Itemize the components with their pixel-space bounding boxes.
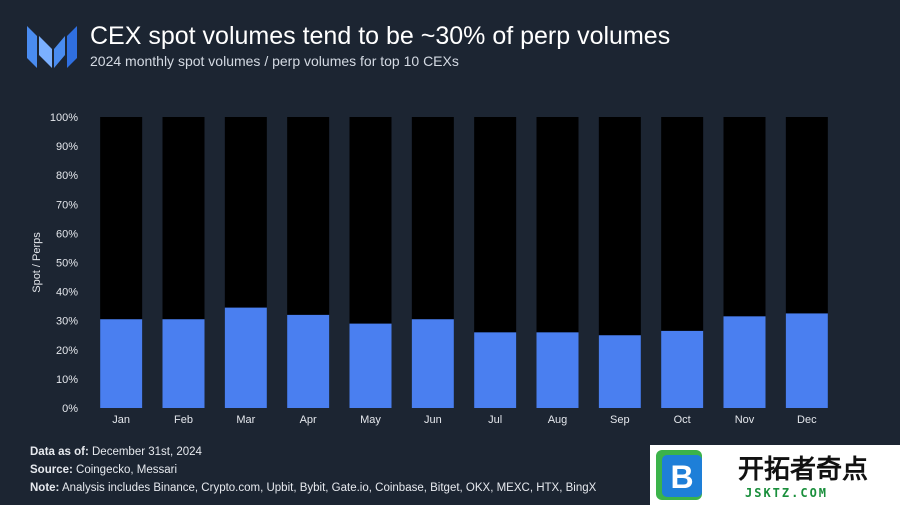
chart-footer: Data as of: December 31st, 2024 Source: …	[30, 443, 596, 497]
x-tick-label: Feb	[174, 414, 193, 426]
x-tick-label: Aug	[548, 414, 568, 426]
spot-bar	[411, 319, 454, 408]
messari-logo-icon	[27, 26, 77, 68]
y-tick-label: 100%	[50, 112, 78, 124]
watermark-letter: B	[670, 459, 693, 495]
spot-bar	[723, 316, 766, 408]
x-tick-label: May	[360, 414, 381, 426]
x-tick-label: Sep	[610, 414, 630, 426]
y-tick-label: 30%	[56, 316, 78, 328]
bar-chart: 0% 10% 20% 30% 40% 50% 60% 70% 80% 90% 100% Spot / …	[31, 112, 828, 426]
y-axis-label: Spot / Perps	[31, 232, 43, 293]
spot-bar	[100, 319, 143, 408]
chart-area: 0% 10% 20% 30% 40% 50% 60% 70% 80% 90% 100% Spot / …	[0, 90, 900, 435]
x-tick-label: Mar	[236, 414, 255, 426]
chart-subtitle: 2024 monthly spot volumes / perp volumes…	[90, 53, 459, 69]
spot-bar	[224, 307, 267, 408]
x-tick-label: Apr	[300, 414, 317, 426]
source-row: Source: Coingecko, Messari	[30, 461, 596, 479]
data-as-of-row: Data as of: December 31st, 2024	[30, 443, 596, 461]
data-as-of-label: Data as of:	[30, 446, 89, 458]
y-tick-label: 90%	[56, 141, 78, 153]
spot-bar	[536, 332, 579, 408]
y-tick-label: 0%	[62, 403, 78, 415]
y-tick-label: 50%	[56, 258, 78, 270]
spot-bar	[474, 332, 517, 408]
watermark-cn-text: 开拓者奇点	[738, 454, 868, 485]
note-label: Note:	[30, 482, 60, 494]
y-tick-label: 40%	[56, 287, 78, 299]
y-tick-label: 70%	[56, 199, 78, 211]
spot-bar	[785, 313, 828, 408]
chart-title: CEX spot volumes tend to be ~30% of perp…	[90, 22, 671, 50]
x-tick-label: Oct	[674, 414, 691, 426]
spot-bar	[661, 330, 704, 408]
spot-bar	[287, 314, 330, 408]
y-tick-label: 80%	[56, 170, 78, 182]
x-tick-label: Jul	[488, 414, 502, 426]
y-tick-label: 10%	[56, 374, 78, 386]
watermark-en-text: JSKTZ.COM	[745, 486, 828, 500]
spot-bar	[349, 323, 392, 408]
spot-bar	[598, 335, 641, 408]
x-tick-label: Jun	[424, 414, 442, 426]
y-tick-label: 20%	[56, 345, 78, 357]
data-as-of-value: December 31st, 2024	[88, 446, 202, 458]
x-tick-label: Nov	[735, 414, 755, 426]
note-value: Analysis includes Binance, Crypto.com, U…	[59, 482, 597, 494]
source-label: Source:	[30, 464, 73, 476]
x-tick-label: Dec	[797, 414, 817, 426]
watermark-logo: B 开拓者奇点 JSKTZ.COM	[650, 445, 900, 505]
spot-bar	[162, 319, 205, 408]
source-value: Coingecko, Messari	[72, 464, 178, 476]
note-row: Note: Analysis includes Binance, Crypto.…	[30, 479, 596, 497]
y-tick-label: 60%	[56, 228, 78, 240]
chart-header: CEX spot volumes tend to be ~30% of perp…	[0, 0, 900, 82]
x-tick-label: Jan	[112, 414, 130, 426]
